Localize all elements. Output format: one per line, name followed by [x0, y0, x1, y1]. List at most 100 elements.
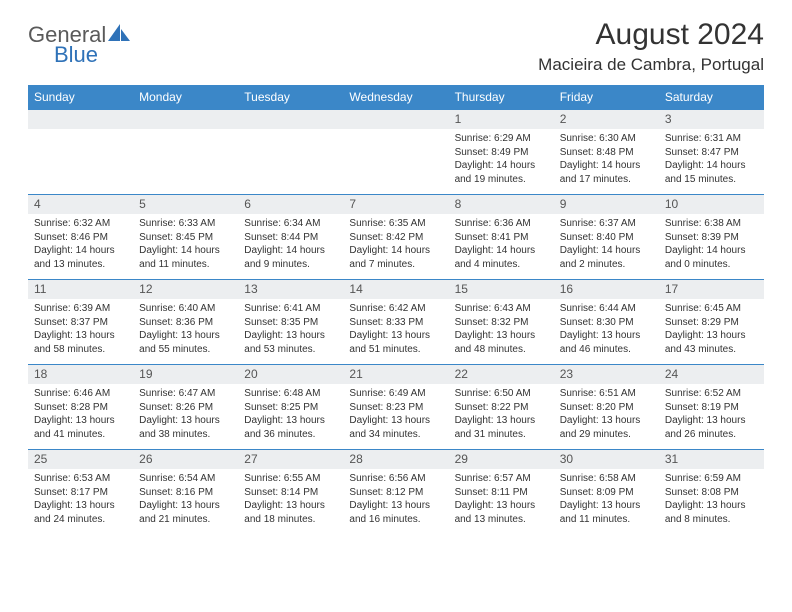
day-line: Sunset: 8:39 PM — [665, 231, 758, 245]
day-cell: 19Sunrise: 6:47 AMSunset: 8:26 PMDayligh… — [133, 365, 238, 450]
day-number: 26 — [133, 450, 238, 469]
week-row: 4Sunrise: 6:32 AMSunset: 8:46 PMDaylight… — [28, 195, 764, 280]
day-line: Sunset: 8:44 PM — [244, 231, 337, 245]
day-line: Sunrise: 6:51 AM — [560, 387, 653, 401]
day-number: 10 — [659, 195, 764, 214]
day-number — [343, 110, 448, 129]
day-line: Sunset: 8:12 PM — [349, 486, 442, 500]
day-number: 7 — [343, 195, 448, 214]
day-body: Sunrise: 6:32 AMSunset: 8:46 PMDaylight:… — [28, 214, 133, 279]
day-cell: 5Sunrise: 6:33 AMSunset: 8:45 PMDaylight… — [133, 195, 238, 280]
day-line: Sunset: 8:32 PM — [455, 316, 548, 330]
day-line: and 2 minutes. — [560, 258, 653, 272]
day-body: Sunrise: 6:37 AMSunset: 8:40 PMDaylight:… — [554, 214, 659, 279]
day-line: Sunrise: 6:40 AM — [139, 302, 232, 316]
day-line: Sunrise: 6:57 AM — [455, 472, 548, 486]
day-line: Sunset: 8:23 PM — [349, 401, 442, 415]
day-number: 29 — [449, 450, 554, 469]
day-line: Daylight: 13 hours — [349, 499, 442, 513]
day-line: Sunset: 8:30 PM — [560, 316, 653, 330]
day-line: Daylight: 13 hours — [665, 499, 758, 513]
day-line: Sunset: 8:42 PM — [349, 231, 442, 245]
day-line: and 24 minutes. — [34, 513, 127, 527]
day-body: Sunrise: 6:30 AMSunset: 8:48 PMDaylight:… — [554, 129, 659, 194]
day-line: Sunset: 8:14 PM — [244, 486, 337, 500]
day-cell: 22Sunrise: 6:50 AMSunset: 8:22 PMDayligh… — [449, 365, 554, 450]
day-line: Daylight: 14 hours — [455, 244, 548, 258]
day-line: and 41 minutes. — [34, 428, 127, 442]
day-line: and 31 minutes. — [455, 428, 548, 442]
day-cell: 7Sunrise: 6:35 AMSunset: 8:42 PMDaylight… — [343, 195, 448, 280]
day-line: Daylight: 13 hours — [455, 329, 548, 343]
day-line: and 8 minutes. — [665, 513, 758, 527]
weekday-header: Sunday — [28, 85, 133, 110]
day-line: Sunrise: 6:46 AM — [34, 387, 127, 401]
day-number: 4 — [28, 195, 133, 214]
day-cell: 1Sunrise: 6:29 AMSunset: 8:49 PMDaylight… — [449, 110, 554, 195]
day-body: Sunrise: 6:55 AMSunset: 8:14 PMDaylight:… — [238, 469, 343, 534]
weekday-header: Thursday — [449, 85, 554, 110]
day-line: and 19 minutes. — [455, 173, 548, 187]
day-cell: 10Sunrise: 6:38 AMSunset: 8:39 PMDayligh… — [659, 195, 764, 280]
weekday-header: Wednesday — [343, 85, 448, 110]
day-line: Sunrise: 6:33 AM — [139, 217, 232, 231]
day-line: Sunset: 8:25 PM — [244, 401, 337, 415]
day-line: and 11 minutes. — [139, 258, 232, 272]
weeks-body: 1Sunrise: 6:29 AMSunset: 8:49 PMDaylight… — [28, 110, 764, 535]
day-line: Sunset: 8:17 PM — [34, 486, 127, 500]
week-row: 18Sunrise: 6:46 AMSunset: 8:28 PMDayligh… — [28, 365, 764, 450]
day-body — [238, 129, 343, 194]
day-number — [238, 110, 343, 129]
day-body: Sunrise: 6:41 AMSunset: 8:35 PMDaylight:… — [238, 299, 343, 364]
day-number: 20 — [238, 365, 343, 384]
day-number: 30 — [554, 450, 659, 469]
day-line: and 15 minutes. — [665, 173, 758, 187]
day-cell — [238, 110, 343, 195]
weekday-header: Monday — [133, 85, 238, 110]
day-line: and 51 minutes. — [349, 343, 442, 357]
day-line: and 48 minutes. — [455, 343, 548, 357]
day-line: Daylight: 13 hours — [139, 499, 232, 513]
day-number: 12 — [133, 280, 238, 299]
day-line: Sunrise: 6:36 AM — [455, 217, 548, 231]
day-line: Sunset: 8:26 PM — [139, 401, 232, 415]
day-line: Sunset: 8:46 PM — [34, 231, 127, 245]
day-line: Sunrise: 6:55 AM — [244, 472, 337, 486]
day-cell: 13Sunrise: 6:41 AMSunset: 8:35 PMDayligh… — [238, 280, 343, 365]
day-line: and 55 minutes. — [139, 343, 232, 357]
day-body: Sunrise: 6:34 AMSunset: 8:44 PMDaylight:… — [238, 214, 343, 279]
day-body: Sunrise: 6:46 AMSunset: 8:28 PMDaylight:… — [28, 384, 133, 449]
day-cell: 8Sunrise: 6:36 AMSunset: 8:41 PMDaylight… — [449, 195, 554, 280]
day-line: Daylight: 13 hours — [244, 414, 337, 428]
day-cell: 11Sunrise: 6:39 AMSunset: 8:37 PMDayligh… — [28, 280, 133, 365]
day-line: and 13 minutes. — [34, 258, 127, 272]
day-number: 28 — [343, 450, 448, 469]
day-line: Sunrise: 6:47 AM — [139, 387, 232, 401]
day-line: Sunrise: 6:30 AM — [560, 132, 653, 146]
day-line: Daylight: 13 hours — [560, 499, 653, 513]
day-line: Daylight: 13 hours — [560, 329, 653, 343]
day-line: Sunrise: 6:58 AM — [560, 472, 653, 486]
day-number: 5 — [133, 195, 238, 214]
day-body: Sunrise: 6:54 AMSunset: 8:16 PMDaylight:… — [133, 469, 238, 534]
day-line: Sunrise: 6:50 AM — [455, 387, 548, 401]
day-cell: 18Sunrise: 6:46 AMSunset: 8:28 PMDayligh… — [28, 365, 133, 450]
day-body: Sunrise: 6:42 AMSunset: 8:33 PMDaylight:… — [343, 299, 448, 364]
day-line: Sunrise: 6:35 AM — [349, 217, 442, 231]
day-line: Daylight: 13 hours — [244, 499, 337, 513]
day-line: Daylight: 14 hours — [139, 244, 232, 258]
day-number: 11 — [28, 280, 133, 299]
day-body: Sunrise: 6:36 AMSunset: 8:41 PMDaylight:… — [449, 214, 554, 279]
day-cell: 27Sunrise: 6:55 AMSunset: 8:14 PMDayligh… — [238, 450, 343, 535]
day-line: Sunset: 8:29 PM — [665, 316, 758, 330]
day-body: Sunrise: 6:57 AMSunset: 8:11 PMDaylight:… — [449, 469, 554, 534]
day-line: and 11 minutes. — [560, 513, 653, 527]
day-line: Daylight: 13 hours — [139, 414, 232, 428]
location: Macieira de Cambra, Portugal — [538, 55, 764, 75]
week-row: 1Sunrise: 6:29 AMSunset: 8:49 PMDaylight… — [28, 110, 764, 195]
day-line: Sunset: 8:35 PM — [244, 316, 337, 330]
day-line: Sunset: 8:41 PM — [455, 231, 548, 245]
day-number: 25 — [28, 450, 133, 469]
day-body: Sunrise: 6:52 AMSunset: 8:19 PMDaylight:… — [659, 384, 764, 449]
day-line: Sunrise: 6:44 AM — [560, 302, 653, 316]
